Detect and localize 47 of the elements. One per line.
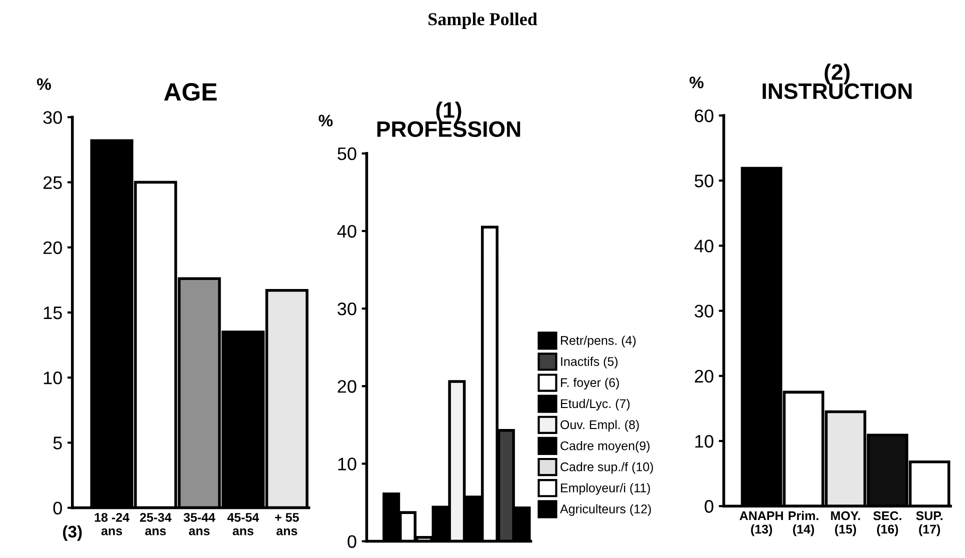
y-tick-label: 50 xyxy=(694,174,714,188)
chart-title: (1) PROFESSION xyxy=(377,102,520,137)
x-tick-label: 25-34 ans xyxy=(140,512,172,536)
chart-title: AGE xyxy=(164,83,217,101)
x-tick-label: ANAPH (13) xyxy=(740,511,783,536)
x-tick-label: SUP. (17) xyxy=(916,511,942,536)
legend-label: Cadre sup./f (10) xyxy=(560,462,653,474)
legend-label: Agriculteurs (12) xyxy=(560,504,651,516)
y-tick-label: 60 xyxy=(694,109,714,122)
y-tick-label: 10 xyxy=(44,372,62,384)
y-tick-label: 50 xyxy=(338,147,356,160)
y-tick-label: 30 xyxy=(43,111,62,124)
legend-label: Employeur/i (11) xyxy=(560,483,650,495)
y-axis-title: % xyxy=(690,76,704,88)
legend-label: Cadre moyen(9) xyxy=(560,441,650,453)
y-tick-label: 25 xyxy=(43,176,62,189)
y-tick-label: 40 xyxy=(694,240,714,252)
y-tick-label: 0 xyxy=(348,535,356,548)
chart-title: (2) INSTRUCTION xyxy=(762,64,912,100)
y-tick-label: 10 xyxy=(695,434,714,448)
x-tick-label: 45-54 ans xyxy=(227,513,260,536)
y-tick-label: 0 xyxy=(53,502,62,514)
legend-label: Etud/Lyc. (7) xyxy=(560,398,630,411)
x-tick-label: + 55 ans xyxy=(275,513,299,536)
text: (3) xyxy=(63,525,82,541)
y-tick-label: 15 xyxy=(44,306,62,320)
y-tick-label: 20 xyxy=(694,370,714,383)
x-tick-label: Prim. (14) xyxy=(788,510,818,536)
legend-label: Ouv. Empl. (8) xyxy=(560,420,639,432)
y-tick-label: 40 xyxy=(337,224,356,238)
legend-label: Inactifs (5) xyxy=(561,356,618,368)
y-tick-label: 30 xyxy=(338,302,356,316)
y-axis-title: % xyxy=(37,78,51,90)
y-tick-label: 5 xyxy=(53,436,62,450)
y-tick-label: 10 xyxy=(338,458,356,470)
legend-label: Retr/pens. (4) xyxy=(560,336,636,348)
y-axis-title: % xyxy=(318,114,333,126)
y-tick-label: 20 xyxy=(338,380,356,393)
y-tick-label: 20 xyxy=(43,241,62,254)
x-tick-label: 18 -24 ans xyxy=(94,512,130,536)
x-tick-label: 35-44 ans xyxy=(184,512,216,536)
y-tick-label: 30 xyxy=(694,304,714,318)
x-tick-label: MOY. (15) xyxy=(831,511,860,536)
text: Sample Polled xyxy=(428,12,538,29)
y-tick-label: 0 xyxy=(704,500,714,513)
x-tick-label: SEC. (16) xyxy=(873,511,902,536)
legend-label: F. foyer (6) xyxy=(560,378,619,390)
